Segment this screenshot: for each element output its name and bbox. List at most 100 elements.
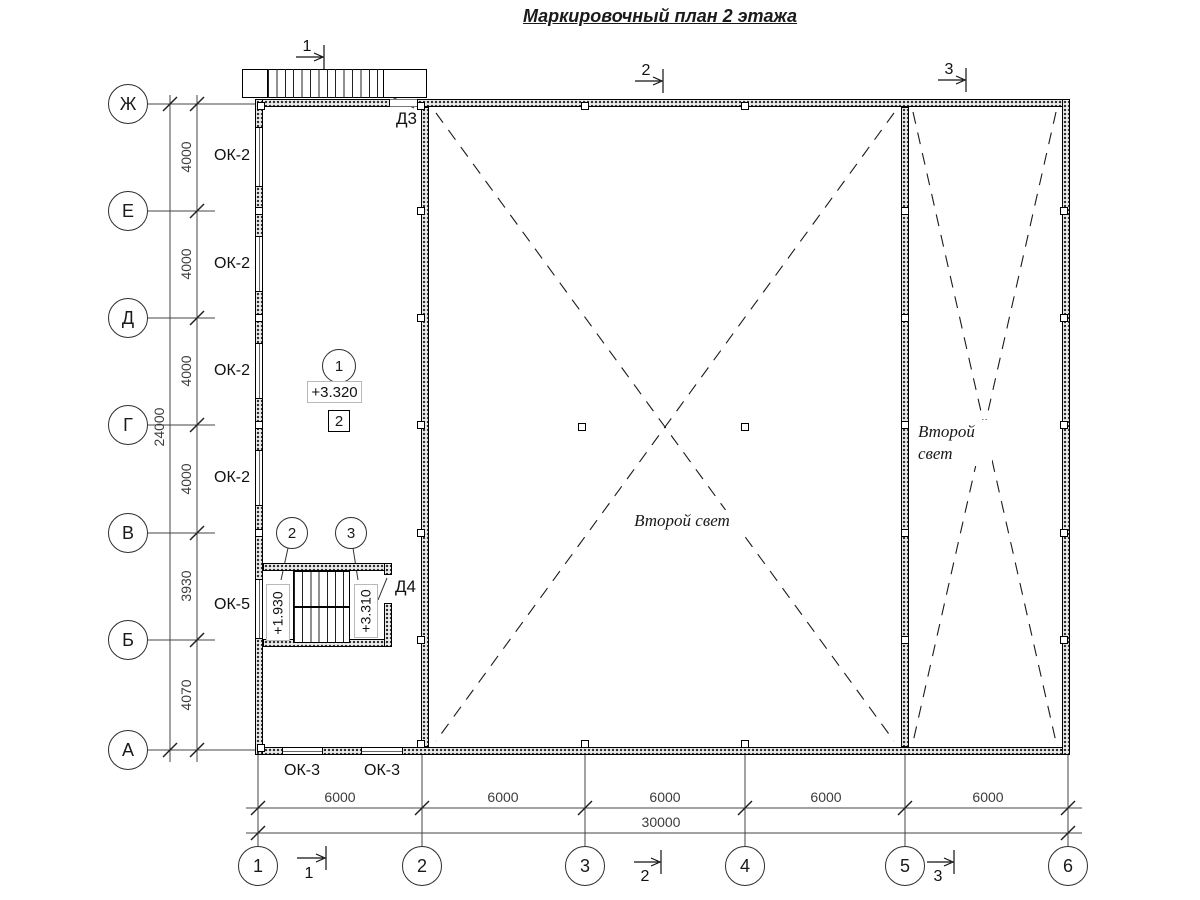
column-marker <box>1060 421 1068 429</box>
col-axis-bubble: 2 <box>402 846 442 886</box>
stair-enclosure-wall-stub <box>384 563 392 575</box>
column-marker <box>255 421 263 429</box>
level-value: +1.930 <box>270 590 286 635</box>
stair-mark-bubble-3: 3 <box>335 517 367 549</box>
level-mark-floor: +3.320 <box>307 381 362 403</box>
section-label-2-top: 2 <box>641 62 651 79</box>
column-marker <box>255 529 263 537</box>
row-axis-label: Ж <box>119 93 137 114</box>
dim-bottom: 6000 <box>324 789 356 805</box>
column-marker <box>417 636 425 644</box>
window-label-ok2: ОК-2 <box>214 469 250 486</box>
col-axis-bubble: 5 <box>885 846 925 886</box>
column-marker <box>1060 207 1068 215</box>
row-axis-bubble: Е <box>108 191 148 231</box>
col-axis-label: 4 <box>739 855 750 876</box>
dim-bottom: 6000 <box>649 789 681 805</box>
row-axis-lines <box>148 103 255 751</box>
dimension-lines <box>169 95 1082 834</box>
column-marker <box>417 314 425 322</box>
window-label-ok2: ОК-2 <box>214 147 250 164</box>
column-marker <box>741 740 749 748</box>
dim-left-total: 24000 <box>151 407 167 447</box>
dim-left: 4070 <box>178 679 194 711</box>
row-axis-label: В <box>121 522 134 543</box>
column-marker <box>901 421 909 429</box>
section-label-3-top: 3 <box>944 61 954 78</box>
window-ok3-2 <box>362 747 402 755</box>
row-axis-label: Е <box>121 200 134 221</box>
level-mark-flight1: +1.930 <box>266 584 290 641</box>
stair-flight-upper <box>293 571 350 607</box>
page-title: Маркировочный план 2 этажа <box>522 6 798 26</box>
section-label-2-bottom: 2 <box>640 868 650 885</box>
column-marker <box>257 744 265 752</box>
column-marker <box>901 207 909 215</box>
column-marker <box>417 207 425 215</box>
column-marker <box>578 423 586 431</box>
door-label-d3: Д3 <box>396 109 417 128</box>
boxed-mark: 2 <box>328 410 350 432</box>
column-marker <box>417 740 425 748</box>
level-value: +3.320 <box>311 383 358 401</box>
boxed-mark-value: 2 <box>334 412 344 430</box>
dim-left: 4000 <box>178 141 194 173</box>
column-marker <box>417 529 425 537</box>
dim-left: 4000 <box>178 463 194 495</box>
bottom-wall-seg <box>402 747 1070 755</box>
column-marker <box>901 636 909 644</box>
window-label-ok2: ОК-2 <box>214 255 250 272</box>
col-axis-label: 2 <box>416 855 427 876</box>
door-label-d4: Д4 <box>395 577 416 596</box>
stair-mark-number: 3 <box>346 524 356 542</box>
dim-bottom: 6000 <box>487 789 519 805</box>
window-label-ok3: ОК-3 <box>284 762 320 779</box>
left-wall-seg <box>255 638 263 755</box>
dimension-ticks <box>162 96 1076 841</box>
dim-bottom: 6000 <box>972 789 1004 805</box>
row-axis-label: Б <box>122 629 134 650</box>
window-ok2-3 <box>255 344 263 398</box>
col-axis-bubble: 6 <box>1048 846 1088 886</box>
section-label-1-bottom: 1 <box>304 865 314 882</box>
column-marker <box>1060 529 1068 537</box>
row-axis-bubble: Д <box>108 298 148 338</box>
column-marker <box>741 423 749 431</box>
col-axis-bubble: 3 <box>565 846 605 886</box>
col-axis-label: 1 <box>252 855 263 876</box>
left-wall-seg <box>255 99 263 128</box>
level-value: +3.310 <box>358 589 374 633</box>
row-axis-bubble: Г <box>108 405 148 445</box>
top-wall-left <box>255 99 390 107</box>
bottom-wall-seg <box>322 747 362 755</box>
left-wall-seg <box>255 505 263 580</box>
column-marker <box>257 102 265 110</box>
dim-left: 4000 <box>178 355 194 387</box>
column-marker <box>901 529 909 537</box>
dim-left: 4000 <box>178 248 194 280</box>
column-marker <box>1060 636 1068 644</box>
room-number: 1 <box>334 357 344 375</box>
section-marks <box>296 45 967 874</box>
stair-enclosure-right-wall <box>384 603 392 647</box>
window-label-ok2: ОК-2 <box>214 362 250 379</box>
window-label-ok5: ОК-5 <box>214 596 250 613</box>
dim-bottom-total: 30000 <box>641 814 681 830</box>
col-axis-label: 6 <box>1062 855 1073 876</box>
column-marker <box>1060 314 1068 322</box>
row-axis-label: Д <box>121 307 135 328</box>
row-axis-bubble: Б <box>108 620 148 660</box>
row-axis-bubble: В <box>108 513 148 553</box>
section-label-1-top: 1 <box>302 38 312 55</box>
stair-mark-number: 2 <box>287 524 297 542</box>
col-axis-label: 3 <box>579 855 590 876</box>
row-axis-label: Г <box>123 414 133 435</box>
window-ok3-1 <box>283 747 322 755</box>
section-label-3-bottom: 3 <box>933 868 943 885</box>
void-label-right: Второй свет <box>914 420 992 466</box>
door-d3-opening <box>390 99 417 107</box>
column-marker <box>255 207 263 215</box>
row-axis-label: А <box>121 739 134 760</box>
row-axis-bubble: А <box>108 730 148 770</box>
